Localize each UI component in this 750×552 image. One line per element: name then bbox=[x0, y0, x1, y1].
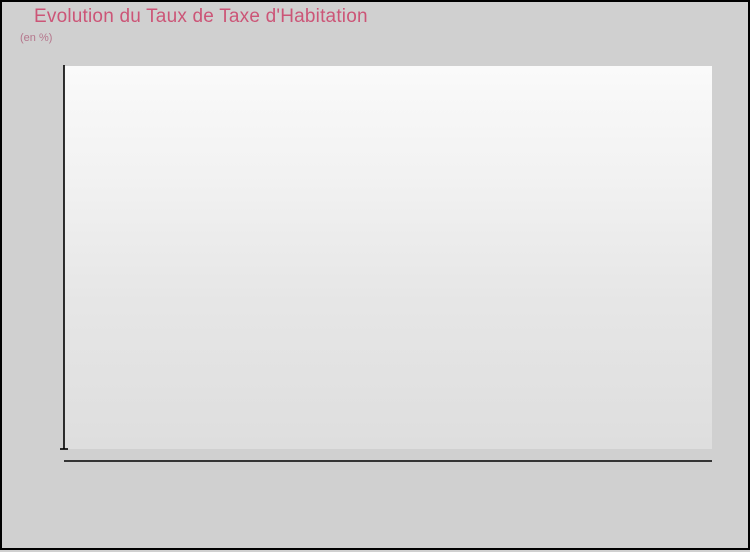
chart-unit-label: (en %) bbox=[20, 32, 53, 44]
page-title: Evolution du Taux de Taxe d'Habitation bbox=[34, 6, 368, 27]
plot-area bbox=[64, 66, 712, 449]
